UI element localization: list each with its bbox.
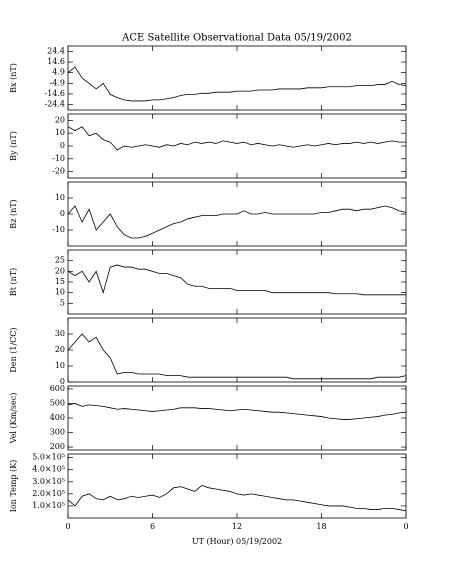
panel-frame: [67, 317, 407, 383]
y-tick-label: 10: [55, 361, 65, 370]
y-tick-label: 14.6: [47, 57, 65, 66]
y-axis-label: Bt (nT): [9, 268, 18, 296]
panel-frame: [67, 385, 407, 451]
y-axis-label: By (nT): [9, 131, 18, 161]
y-tick-label: -20: [52, 167, 65, 176]
y-tick-label: -4.9: [50, 78, 65, 87]
x-tick-label: 0: [403, 522, 408, 531]
x-axis-label: UT (Hour) 05/19/2002: [192, 537, 282, 546]
y-tick-label: 200: [50, 442, 65, 451]
data-line: [67, 333, 407, 380]
y-tick-label: 20: [55, 266, 65, 275]
y-tick-label: 3.0×10⁵: [32, 477, 65, 486]
y-tick-label: 20: [55, 345, 65, 354]
y-tick-label: 0: [60, 141, 65, 150]
panel-frame: [67, 113, 407, 179]
y-tick-label: 4.0×10⁵: [32, 465, 65, 474]
y-tick-label: 10: [55, 128, 65, 137]
data-line: [67, 126, 406, 151]
y-tick-label: 0: [60, 377, 65, 386]
y-tick-label: 15: [55, 277, 65, 286]
y-tick-label: -10: [52, 154, 65, 163]
panel-frame: [67, 249, 407, 315]
panel-frame: [67, 45, 407, 111]
x-tick-label: 12: [232, 522, 242, 531]
y-tick-label: 400: [50, 413, 65, 422]
data-line: [67, 66, 407, 102]
y-tick-label: 5.0×10⁵: [32, 453, 65, 462]
y-tick-label: 500: [50, 398, 65, 407]
x-tick-label: 6: [150, 522, 155, 531]
data-line: [67, 403, 407, 420]
y-tick-label: 4.9: [52, 68, 65, 77]
y-axis-label: Vel (Km/sec): [9, 393, 18, 445]
y-tick-label: 30: [55, 329, 65, 338]
y-tick-label: 10: [55, 288, 65, 297]
y-tick-label: -14.6: [44, 89, 65, 98]
y-tick-label: 24.4: [47, 46, 65, 55]
y-tick-label: -24.4: [44, 100, 65, 109]
x-tick-label: 18: [316, 522, 326, 531]
y-tick-label: 10: [55, 193, 65, 202]
data-line: [67, 205, 407, 239]
y-tick-label: 25: [55, 256, 65, 265]
y-axis-label: Ion Temp (K): [9, 460, 18, 513]
data-line: [67, 484, 407, 512]
y-axis-label: Den (1/CC): [9, 327, 18, 372]
y-tick-label: 20: [55, 115, 65, 124]
x-tick-label: 0: [65, 522, 70, 531]
y-tick-label: 0: [60, 209, 65, 218]
y-tick-label: -10: [52, 225, 65, 234]
y-axis-label: Bz (nT): [9, 199, 18, 228]
y-tick-label: 600: [50, 384, 65, 393]
y-tick-label: 300: [50, 428, 65, 437]
chart-title: ACE Satellite Observational Data 05/19/2…: [121, 33, 352, 44]
y-tick-label: 1.0×10⁵: [32, 501, 65, 510]
y-tick-label: 2.0×10⁵: [32, 489, 65, 498]
y-tick-label: 5: [60, 298, 65, 307]
data-line: [67, 264, 406, 296]
y-axis-label: Bx (nT): [9, 63, 18, 93]
